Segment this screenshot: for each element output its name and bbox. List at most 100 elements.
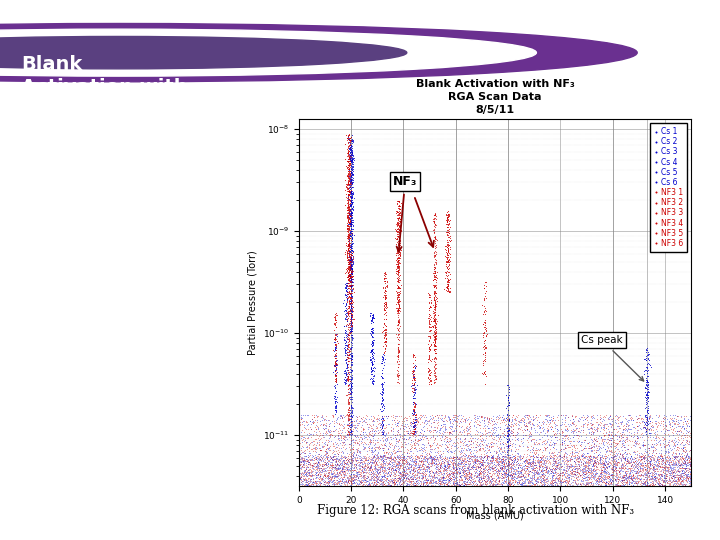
Point [294,438,306,447]
Point [429,335,441,343]
Point [595,464,606,472]
Point [343,478,354,487]
Point [654,487,666,496]
Point [343,156,354,165]
Point [428,501,440,509]
Point [599,461,611,470]
Point [512,463,523,471]
Point [442,280,454,289]
Point [365,331,377,340]
Point [665,482,677,491]
Point [597,461,608,470]
Point [681,450,693,458]
Point [305,461,317,470]
Point [341,256,353,265]
Point [341,286,353,295]
Point [295,488,307,496]
Point [551,428,562,437]
Point [341,314,353,323]
Point [397,456,408,465]
Point [428,260,440,268]
Point [539,462,550,471]
Point [625,429,636,438]
Point [603,462,615,470]
Point [511,474,523,482]
Point [427,455,438,463]
Point [462,462,474,470]
Point [395,296,406,305]
Point [617,470,629,479]
Point [590,456,601,464]
Point [636,486,648,495]
Point [442,479,454,488]
Point [346,358,358,367]
Point [369,426,380,435]
Point [501,411,513,420]
Point [330,397,342,406]
Point [510,494,521,503]
Point [618,472,630,481]
Point [315,483,327,492]
Point [294,455,305,463]
Point [671,411,683,420]
Point [685,453,696,461]
Point [421,477,433,486]
Point [438,458,449,467]
Point [390,474,402,483]
Point [331,477,343,486]
Point [530,438,541,447]
Point [365,473,377,482]
Point [488,498,500,507]
Point [446,488,457,497]
Point [392,261,404,269]
Point [441,459,453,468]
Point [345,281,356,290]
Point [392,283,404,292]
Point [408,362,419,371]
Point [441,259,452,268]
Point [435,455,446,464]
Point [503,420,514,429]
Point [372,481,383,490]
Point [420,451,432,460]
Point [639,455,650,463]
Point [621,449,632,458]
Point [425,427,436,435]
Point [346,200,357,209]
Point [508,454,520,462]
Point [580,470,591,478]
Point [634,444,646,453]
Point [417,482,428,490]
Point [419,453,431,461]
Point [499,456,510,465]
Point [665,492,676,501]
Point [345,499,356,508]
Point [344,485,356,494]
Point [629,464,640,472]
Point [643,444,654,453]
Point [676,454,688,462]
Point [434,472,446,481]
Point [443,498,454,507]
Point [334,460,346,468]
Point [663,480,675,489]
Point [424,315,436,323]
Point [429,234,441,243]
Point [598,492,609,501]
Point [670,454,681,463]
Point [555,492,567,501]
Point [637,472,649,481]
Point [429,282,441,291]
Point [685,474,696,482]
Point [440,253,451,261]
Point [342,268,354,277]
Point [315,488,326,497]
Point [557,498,568,507]
Point [373,444,384,453]
Point [602,478,613,487]
Point [650,461,662,470]
Point [652,453,664,462]
Point [548,438,559,447]
Point [369,470,381,478]
Point [621,422,632,430]
